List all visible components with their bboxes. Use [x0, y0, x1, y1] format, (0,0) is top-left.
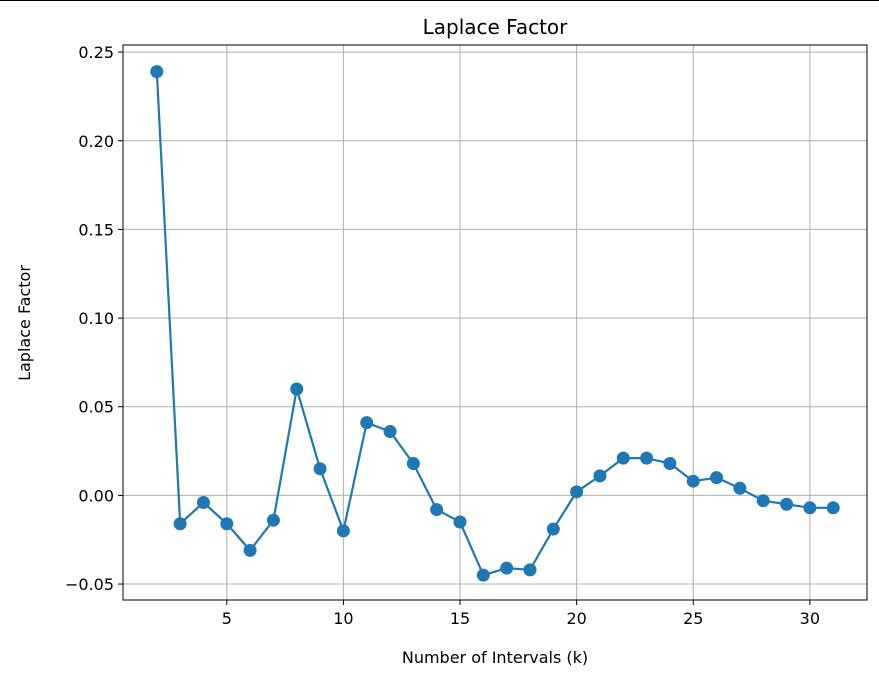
- data-point: [220, 517, 234, 531]
- plot-frame: [122, 44, 868, 601]
- data-point: [406, 456, 420, 470]
- y-tick-label: 0.05: [78, 398, 114, 417]
- x-axis-label: Number of Intervals (k): [402, 648, 588, 667]
- data-point: [453, 515, 467, 529]
- x-tick-label: 25: [683, 609, 703, 628]
- data-point: [290, 382, 304, 396]
- data-point: [756, 494, 770, 508]
- x-axis-ticks: 5 10 15 20 25 30: [222, 600, 820, 628]
- grid-lines: [123, 45, 867, 600]
- y-axis-ticks: −0.05 0.00 0.05 0.10 0.15 0.20 0.25: [65, 43, 123, 594]
- x-tick-label: 5: [222, 609, 232, 628]
- data-point: [570, 485, 584, 499]
- data-point: [686, 474, 700, 488]
- x-tick-label: 30: [800, 609, 820, 628]
- chart-title: Laplace Factor: [423, 15, 569, 39]
- data-point: [593, 469, 607, 483]
- data-point: [546, 522, 560, 536]
- data-point: [173, 517, 187, 531]
- top-border-line: [0, 0, 879, 1]
- plot-background: [123, 45, 867, 600]
- data-point: [523, 563, 537, 577]
- data-point: [313, 462, 327, 476]
- data-point: [360, 416, 374, 430]
- data-point: [803, 501, 817, 515]
- data-point: [150, 65, 164, 79]
- data-point: [826, 501, 840, 515]
- data-point: [243, 543, 257, 557]
- y-tick-label: −0.05: [65, 575, 114, 594]
- data-point: [336, 524, 350, 538]
- data-point: [430, 503, 444, 517]
- data-point: [710, 471, 724, 485]
- y-axis-label: Laplace Factor: [15, 265, 34, 381]
- data-point: [500, 561, 514, 575]
- data-point: [616, 451, 630, 465]
- x-tick-label: 20: [566, 609, 586, 628]
- y-tick-label: 0.20: [78, 132, 114, 151]
- data-point: [476, 568, 490, 582]
- data-point: [383, 425, 397, 439]
- y-tick-label: 0.25: [78, 43, 114, 62]
- data-point: [780, 497, 794, 511]
- data-point: [196, 495, 210, 509]
- x-tick-label: 15: [450, 609, 470, 628]
- data-point: [663, 456, 677, 470]
- x-tick-label: 10: [333, 609, 353, 628]
- data-point: [266, 513, 280, 527]
- y-tick-label: 0.10: [78, 309, 114, 328]
- data-point: [640, 451, 654, 465]
- data-point: [733, 481, 747, 495]
- y-tick-label: 0.15: [78, 220, 114, 239]
- y-tick-label: 0.00: [78, 486, 114, 505]
- data-series: [150, 65, 840, 582]
